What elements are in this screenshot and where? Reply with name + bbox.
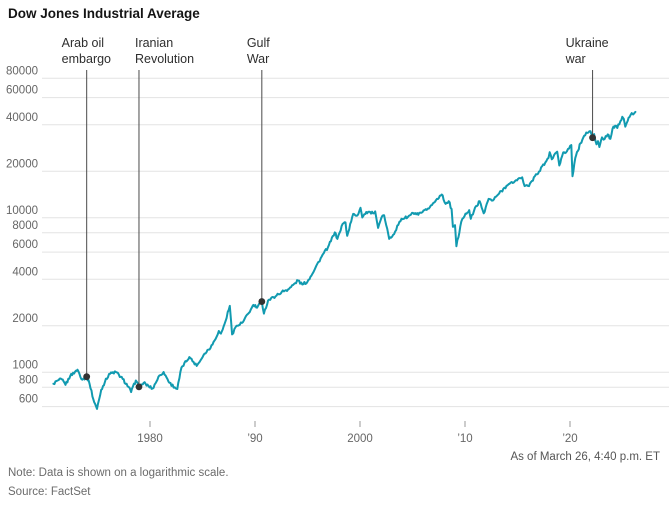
chart-note: Note: Data is shown on a logarithmic sca… (8, 467, 229, 479)
event-annotations (83, 70, 596, 391)
x-axis-label: ’90 (247, 433, 262, 445)
y-axis-label: 2000 (12, 313, 38, 325)
gridlines (42, 77, 669, 408)
chart-source: Source: FactSet (8, 486, 91, 498)
page-title: Dow Jones Industrial Average (8, 6, 200, 21)
y-axis-label: 80000 (6, 65, 38, 77)
event-label-iranian-revolution: Iranian Revolution (135, 35, 194, 67)
x-axis-labels: 1980 ’90 2000 ’10 ’20 (137, 433, 577, 445)
event-dot-gulf-war (258, 298, 266, 305)
x-axis-label: ’10 (457, 433, 472, 445)
event-dot-ukraine-war (589, 134, 596, 142)
x-axis-ticks (149, 421, 571, 427)
djia-price-line (52, 110, 637, 410)
x-axis-label: 2000 (347, 433, 373, 445)
event-label-line: Ukraine (565, 36, 609, 50)
x-axis-label: 1980 (137, 433, 163, 445)
event-label-line: war (565, 52, 586, 66)
y-axis-label: 8000 (12, 220, 38, 232)
y-axis-label: 4000 (12, 266, 38, 278)
event-label-line: Gulf (246, 36, 270, 50)
y-axis-label: 20000 (6, 158, 38, 170)
y-axis-label: 800 (19, 374, 38, 386)
y-axis-label: 60000 (6, 85, 38, 97)
event-label-ukraine-war: Ukraine war (566, 35, 609, 67)
y-axis-labels: 80000 60000 40000 20000 10000 8000 6000 4000 200… (6, 65, 38, 405)
event-label-gulf-war: Gulf War (247, 35, 270, 67)
event-label-line: Revolution (134, 52, 195, 66)
event-label-arab-oil-embargo: Arab oil embargo (62, 35, 111, 67)
y-axis-label: 600 (19, 394, 38, 406)
y-axis-label: 6000 (12, 239, 38, 251)
event-label-line: Arab oil (61, 36, 105, 50)
event-label-line: embargo (61, 52, 112, 66)
event-label-line: War (246, 52, 270, 66)
y-axis-label: 10000 (6, 205, 38, 217)
as-of-timestamp: As of March 26, 4:40 p.m. ET (510, 451, 660, 463)
y-axis-label: 1000 (12, 359, 38, 371)
event-dot-iranian-revolution (135, 383, 143, 391)
x-axis-label: ’20 (562, 433, 577, 445)
event-label-line: Iranian (134, 36, 174, 50)
event-dot-arab-oil-embargo (83, 373, 91, 381)
y-axis-label: 40000 (6, 112, 38, 124)
